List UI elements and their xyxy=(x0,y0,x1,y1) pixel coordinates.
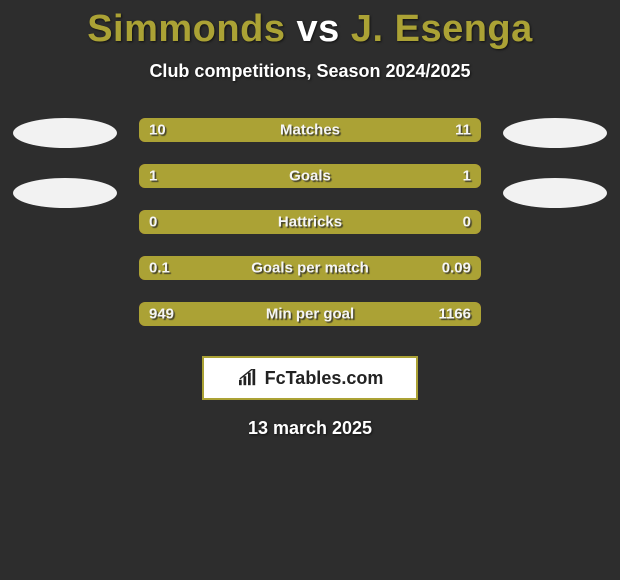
player1-badge-1 xyxy=(13,118,117,148)
stat-value-right: 0 xyxy=(463,214,471,231)
comparison-grid: 10 Matches 11 1 Goals 1 0 Hattricks 0 xyxy=(0,118,620,326)
stat-value-left: 10 xyxy=(149,122,166,139)
stat-value-left: 0 xyxy=(149,214,157,231)
date-label: 13 march 2025 xyxy=(0,418,620,439)
stat-bars: 10 Matches 11 1 Goals 1 0 Hattricks 0 xyxy=(139,118,481,326)
player2-name: J. Esenga xyxy=(351,8,533,50)
subtitle: Club competitions, Season 2024/2025 xyxy=(0,61,620,82)
stat-row-min-per-goal: 949 Min per goal 1166 xyxy=(139,302,481,326)
brand-link[interactable]: FcTables.com xyxy=(202,356,418,400)
player1-badges xyxy=(9,118,121,208)
player2-badge-2 xyxy=(503,178,607,208)
stat-value-left: 0.1 xyxy=(149,260,170,277)
stat-row-hattricks: 0 Hattricks 0 xyxy=(139,210,481,234)
stat-value-right: 11 xyxy=(455,122,471,139)
stat-value-left: 1 xyxy=(149,168,157,185)
stat-row-matches: 10 Matches 11 xyxy=(139,118,481,142)
stat-label: Matches xyxy=(280,122,340,139)
page-title: Simmonds vs J. Esenga xyxy=(0,0,620,51)
stat-label: Hattricks xyxy=(278,214,342,231)
stat-value-right: 0.09 xyxy=(442,260,471,277)
player2-badge-1 xyxy=(503,118,607,148)
comparison-card: Simmonds vs J. Esenga Club competitions,… xyxy=(0,0,620,580)
stat-value-right: 1 xyxy=(463,168,471,185)
chart-icon xyxy=(237,369,259,387)
stat-row-goals: 1 Goals 1 xyxy=(139,164,481,188)
player1-badge-2 xyxy=(13,178,117,208)
vs-separator: vs xyxy=(297,8,340,50)
stat-fill-left xyxy=(139,164,310,188)
stat-value-right: 1166 xyxy=(438,306,471,323)
stat-row-goals-per-match: 0.1 Goals per match 0.09 xyxy=(139,256,481,280)
stat-fill-right xyxy=(310,164,481,188)
stat-label: Goals per match xyxy=(251,260,369,277)
stat-value-left: 949 xyxy=(149,306,174,323)
stat-label: Goals xyxy=(289,168,331,185)
stat-label: Min per goal xyxy=(266,306,354,323)
brand-text: FcTables.com xyxy=(265,368,384,389)
player2-badges xyxy=(499,118,611,208)
player1-name: Simmonds xyxy=(87,8,285,50)
